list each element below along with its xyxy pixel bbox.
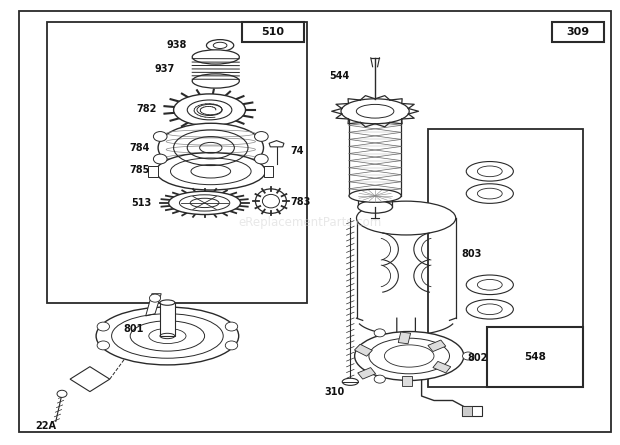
Ellipse shape [466,275,513,295]
Ellipse shape [466,162,513,181]
Ellipse shape [206,40,234,51]
Ellipse shape [466,184,513,203]
Text: 803: 803 [461,249,481,259]
Text: 548: 548 [524,352,546,362]
Bar [355,344,372,356]
Circle shape [374,375,385,383]
Bar [402,376,412,386]
Ellipse shape [349,105,401,118]
Circle shape [57,390,67,397]
Text: 513: 513 [131,198,151,208]
Ellipse shape [192,50,239,64]
Bar [46,22,307,303]
Ellipse shape [169,191,241,214]
Text: 802: 802 [467,353,487,363]
Circle shape [374,329,385,337]
Bar [148,166,158,177]
Circle shape [97,341,110,350]
Bar [552,22,604,42]
Bar [264,166,273,177]
Circle shape [463,352,474,360]
Circle shape [97,322,110,331]
Ellipse shape [160,189,249,217]
Text: 22A: 22A [35,421,56,431]
Bar [462,406,482,416]
Ellipse shape [358,201,392,213]
Ellipse shape [358,190,392,202]
Ellipse shape [156,153,265,190]
Bar [462,406,472,416]
Polygon shape [70,367,110,392]
Ellipse shape [197,104,222,116]
Text: 74: 74 [290,146,304,156]
Text: 309: 309 [567,27,590,37]
Bar [428,129,583,387]
Ellipse shape [174,94,246,126]
Ellipse shape [187,100,232,120]
Bar [398,332,410,344]
Text: 782: 782 [137,105,157,114]
Text: 784: 784 [130,143,149,153]
Bar [358,368,376,379]
Ellipse shape [477,166,502,177]
Text: 510: 510 [261,27,285,37]
Ellipse shape [160,300,175,305]
Circle shape [153,132,167,142]
Ellipse shape [255,189,286,213]
Circle shape [225,341,237,350]
Ellipse shape [477,188,502,199]
Ellipse shape [477,304,502,315]
Circle shape [225,322,237,331]
Ellipse shape [477,279,502,290]
Ellipse shape [96,307,239,365]
Ellipse shape [466,299,513,319]
Text: 937: 937 [154,64,174,74]
Ellipse shape [356,201,456,235]
Ellipse shape [355,332,464,380]
Circle shape [153,154,167,164]
Bar [433,361,451,373]
Text: eReplacementParts.com: eReplacementParts.com [238,216,382,229]
Text: 544: 544 [330,71,350,81]
Ellipse shape [342,378,358,385]
Bar [349,111,401,196]
Circle shape [149,294,161,302]
Bar [358,196,392,207]
Bar [487,327,583,387]
Ellipse shape [157,88,262,132]
Ellipse shape [349,189,401,202]
Bar [356,218,456,318]
Ellipse shape [192,74,239,88]
Ellipse shape [341,99,409,124]
Bar [242,22,304,42]
Circle shape [255,132,268,142]
Ellipse shape [158,123,264,172]
Polygon shape [269,141,284,147]
Polygon shape [146,294,161,316]
Bar [160,303,175,336]
Text: 801: 801 [123,324,143,334]
Text: 785: 785 [130,166,149,175]
Ellipse shape [213,42,227,49]
Text: 783: 783 [290,198,311,207]
Bar [428,340,446,352]
Circle shape [255,154,268,164]
Text: 938: 938 [167,40,187,50]
Text: 310: 310 [325,387,345,396]
